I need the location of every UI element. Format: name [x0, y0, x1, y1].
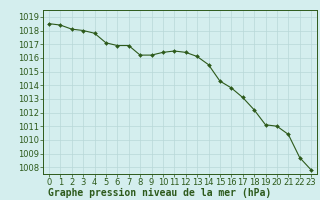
Text: Graphe pression niveau de la mer (hPa): Graphe pression niveau de la mer (hPa) — [48, 188, 272, 198]
